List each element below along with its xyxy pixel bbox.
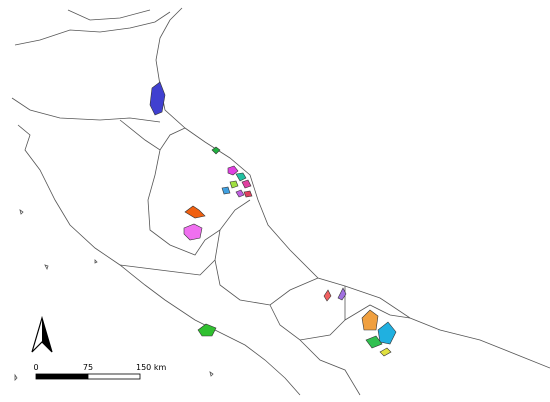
area (235, 189, 245, 198)
scale-segment (35, 373, 89, 380)
area (229, 180, 239, 189)
tyrrhenian-coast (11, 97, 301, 396)
scale-segment (87, 373, 141, 380)
borders (11, 7, 550, 396)
scale-label: 150 km (136, 363, 166, 372)
area (197, 323, 217, 337)
area (241, 179, 252, 189)
northern-coast (14, 9, 171, 46)
area (235, 172, 247, 182)
north-arrow-fill (42, 318, 52, 352)
islands (14, 209, 214, 381)
area (379, 347, 392, 357)
scale-bar: 0 75 150 km (33, 363, 166, 380)
region-border (119, 119, 411, 396)
area (221, 186, 231, 195)
area (377, 321, 397, 345)
area (184, 205, 206, 219)
area (243, 190, 253, 198)
area (337, 287, 347, 301)
area (323, 289, 332, 302)
adriatic-coast (155, 7, 550, 369)
highlighted-areas (149, 81, 397, 357)
area (149, 81, 166, 116)
area (227, 165, 239, 176)
scale-label: 0 (33, 363, 38, 372)
north-arrow (31, 315, 53, 353)
scale-label: 75 (83, 363, 93, 372)
area (183, 223, 203, 241)
area (211, 146, 221, 155)
area (361, 309, 379, 331)
area (365, 335, 383, 349)
